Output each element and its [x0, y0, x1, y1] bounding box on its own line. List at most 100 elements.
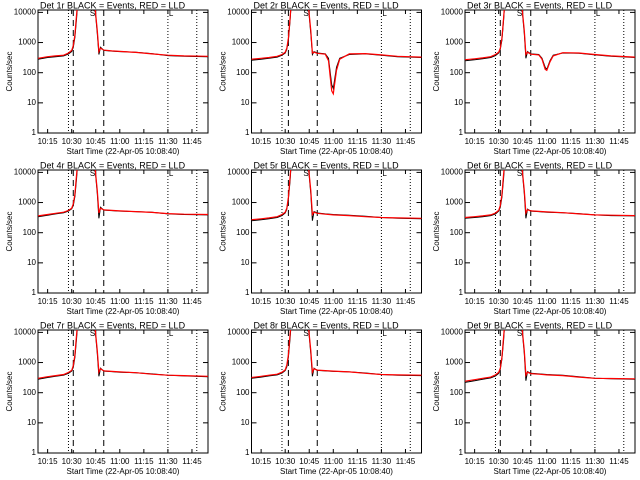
annotation: S: [303, 9, 308, 18]
chart-title: Det 6r BLACK = Events, RED = LLD: [467, 160, 613, 170]
x-tick-label: 10:45: [86, 457, 107, 466]
x-tick-label: 11:30: [585, 297, 605, 306]
annotation: L: [382, 9, 387, 18]
y-tick-label: 10: [454, 418, 463, 427]
y-tick-label: 1000: [232, 38, 250, 47]
x-tick-label: 11:30: [585, 457, 605, 466]
y-tick-label: 1: [459, 288, 464, 297]
annotation: S: [303, 169, 308, 178]
x-tick-label: 10:15: [465, 457, 486, 466]
y-axis-label: Counts/sec: [432, 51, 441, 91]
chart-title: Det 7r BLACK = Events, RED = LLD: [40, 320, 186, 330]
panel: Det 4r BLACK = Events, RED = LLD Start Ti…: [5, 160, 209, 316]
y-tick-label: 10: [241, 98, 250, 107]
annotation: L: [169, 9, 174, 18]
panel: Det 8r BLACK = Events, RED = LLD Start Ti…: [219, 320, 422, 476]
y-axis-label: Counts/sec: [432, 211, 441, 251]
plot-area: [465, 170, 635, 293]
data-line: [251, 10, 422, 96]
x-tick-label: 11:15: [134, 457, 154, 466]
chart-title: Det 9r BLACK = Events, RED = LLD: [467, 320, 613, 330]
data-line: [465, 10, 635, 72]
annotation: S: [90, 329, 95, 338]
x-tick-label: 10:15: [251, 297, 272, 306]
annotation: S: [303, 329, 308, 338]
y-tick-label: 1: [245, 448, 250, 457]
data-line: [465, 330, 635, 382]
x-tick-label: 11:45: [396, 137, 416, 146]
y-tick-label: 1000: [445, 358, 463, 367]
annotation: L: [169, 169, 174, 178]
plot-area: [251, 330, 422, 453]
x-tick-label: 11:45: [396, 457, 416, 466]
x-tick-label: 10:30: [62, 457, 83, 466]
y-tick-label: 100: [23, 388, 37, 397]
y-tick-label: 10000: [14, 7, 37, 16]
x-tick-label: 10:45: [513, 457, 534, 466]
annotation: S: [90, 9, 95, 18]
y-tick-label: 1000: [445, 198, 463, 207]
x-tick-label: 11:45: [182, 457, 202, 466]
plot-frame: [37, 9, 209, 134]
y-axis-label: Counts/sec: [219, 51, 228, 91]
y-tick-label: 100: [236, 68, 250, 77]
x-tick-label: 10:30: [275, 457, 296, 466]
plot-area: [465, 330, 635, 453]
x-tick-label: 10:30: [489, 297, 510, 306]
x-axis-label: Start Time (22-Apr-05 10:08:40): [280, 467, 393, 476]
y-tick-label: 10000: [441, 7, 464, 16]
y-axis-label: Counts/sec: [219, 371, 228, 411]
y-tick-label: 10000: [227, 167, 250, 176]
y-tick-label: 10: [454, 98, 463, 107]
annotation: L: [382, 329, 387, 338]
x-tick-label: 10:15: [465, 297, 486, 306]
x-axis-label: Start Time (22-Apr-05 10:08:40): [67, 147, 180, 156]
y-axis-label: Counts/sec: [219, 211, 228, 251]
chart-title: Det 1r BLACK = Events, RED = LLD: [40, 0, 186, 10]
x-tick-label: 11:15: [134, 137, 154, 146]
y-tick-label: 10: [27, 98, 36, 107]
x-tick-label: 11:30: [585, 137, 605, 146]
x-tick-label: 10:45: [86, 297, 107, 306]
x-tick-label: 10:15: [251, 457, 272, 466]
y-tick-label: 1000: [232, 358, 250, 367]
plot-area: [38, 330, 208, 453]
y-tick-label: 100: [450, 228, 464, 237]
y-tick-label: 10: [241, 258, 250, 267]
x-tick-label: 11:15: [134, 297, 154, 306]
y-tick-label: 10000: [14, 327, 37, 336]
x-axis-label: Start Time (22-Apr-05 10:08:40): [67, 307, 180, 316]
panel: Det 2r BLACK = Events, RED = LLD Start Ti…: [219, 0, 422, 156]
x-tick-label: 11:30: [158, 137, 178, 146]
annotation: S: [517, 329, 522, 338]
x-tick-label: 10:15: [251, 137, 272, 146]
x-tick-label: 10:45: [299, 297, 320, 306]
annotation: L: [596, 169, 601, 178]
y-axis-label: Counts/sec: [5, 211, 14, 251]
y-axis-label: Counts/sec: [432, 371, 441, 411]
x-tick-label: 11:30: [158, 297, 178, 306]
x-tick-label: 11:15: [348, 137, 368, 146]
x-tick-label: 11:15: [348, 457, 368, 466]
x-tick-label: 10:30: [62, 297, 83, 306]
plot-frame: [251, 169, 422, 294]
x-tick-label: 11:30: [372, 137, 392, 146]
plot-frame: [464, 329, 636, 454]
x-tick-label: 11:15: [561, 457, 581, 466]
annotation: S: [517, 9, 522, 18]
annotation: L: [382, 169, 387, 178]
panel: Det 3r BLACK = Events, RED = LLD Start Ti…: [432, 0, 636, 156]
x-tick-label: 11:00: [537, 297, 557, 306]
chart-title: Det 4r BLACK = Events, RED = LLD: [40, 160, 186, 170]
x-tick-label: 10:30: [489, 137, 510, 146]
x-tick-label: 11:00: [537, 137, 557, 146]
data-line: [38, 330, 208, 379]
x-tick-label: 10:15: [38, 457, 59, 466]
x-tick-label: 10:15: [465, 137, 486, 146]
x-tick-label: 11:45: [609, 137, 629, 146]
x-tick-label: 10:15: [38, 297, 59, 306]
panel: Det 9r BLACK = Events, RED = LLD Start Ti…: [432, 320, 636, 476]
panel: Det 6r BLACK = Events, RED = LLD Start Ti…: [432, 160, 636, 316]
x-axis-label: Start Time (22-Apr-05 10:08:40): [494, 147, 607, 156]
